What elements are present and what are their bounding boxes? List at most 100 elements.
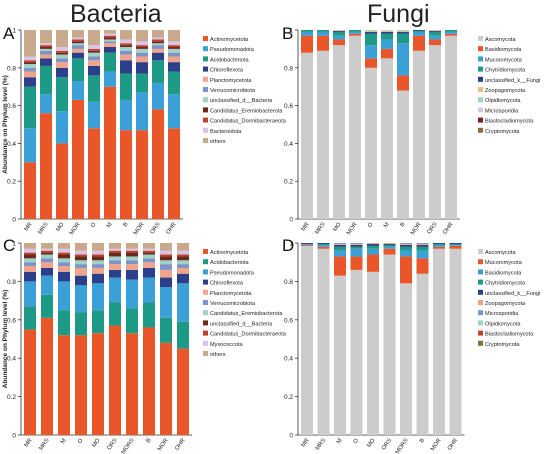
- panel-c-bar-segment: [92, 264, 104, 268]
- panel-c-bar-segment: [143, 250, 155, 253]
- panel-a-x-tick-label: M: [106, 222, 114, 230]
- panel-a-x-tick-label: ORS: [150, 222, 162, 236]
- panel-c-bar-segment: [92, 243, 104, 251]
- panel-c-bar-segment: [143, 327, 155, 435]
- panel-a-y-tick-label: 0.4: [7, 141, 16, 148]
- panel-a-legend-label: Pseudomonadota: [210, 47, 255, 53]
- panel-d-bar-segment: [301, 245, 313, 435]
- panel-a-bar-segment: [104, 33, 116, 36]
- panel-a-legend-label: Candidatus_Dormibacteraeota: [210, 119, 287, 125]
- panel-a-bar-segment: [168, 94, 180, 129]
- panel-a-bar-segment: [136, 45, 148, 48]
- panel-c-legend-swatch: [203, 279, 208, 285]
- panel-b-legend-label: Ascomycota: [485, 37, 516, 43]
- panel-d-legend-swatch: [478, 340, 483, 346]
- panel-c-bar-segment: [24, 281, 36, 307]
- panel-a-bar-segment: [72, 41, 84, 44]
- panel-a-bar-segment: [88, 45, 100, 49]
- panel-d-y-tick-label: 0.4: [284, 356, 293, 363]
- panel-a-bar-segment: [136, 62, 148, 74]
- panel-c-bar-segment: [143, 252, 155, 255]
- panel-d-legend-swatch: [478, 269, 483, 275]
- panel-b-bar-segment: [365, 33, 377, 46]
- panel-d-x-tick-label: ORS: [381, 438, 393, 452]
- panel-a-bar-segment: [88, 52, 100, 57]
- panel-a-bar-segment: [24, 67, 36, 72]
- panel-b-bar-segment: [397, 30, 409, 31]
- panel-b-legend-swatch: [478, 107, 483, 113]
- panel-d-legend-swatch: [478, 320, 483, 326]
- panel-c-bar-segment: [75, 275, 87, 286]
- panel-c-legend-label: Actinomycetota: [210, 250, 249, 256]
- panel-a-bar-segment: [120, 130, 132, 219]
- panel-a-bar-segment: [136, 41, 148, 46]
- panel-c-legend-swatch: [203, 289, 208, 295]
- panel-d-bar-segment: [350, 243, 363, 244]
- panel-c-y-tick-label: 0.8: [7, 279, 16, 286]
- panel-b-x-tick-label: MOR: [346, 222, 359, 237]
- panel-d-bar-segment: [317, 243, 330, 245]
- panel-b-bar-segment: [397, 33, 409, 44]
- panel-d-bar-segment: [334, 243, 346, 245]
- panel-c-bar-segment: [109, 264, 121, 270]
- panel-c-bar-segment: [109, 256, 121, 261]
- panel-c-legend-swatch: [203, 269, 208, 275]
- panel-c-bar-segment: [160, 243, 172, 251]
- panel-a-x-tick-label: MRS: [37, 222, 49, 236]
- panel-c-bar-segment: [126, 252, 138, 257]
- panel-d-legend-label: Mucoromycota: [485, 260, 523, 266]
- panel-d-bar-segment: [416, 243, 429, 245]
- panel-d-bar-segment: [317, 244, 330, 247]
- panel-b-bar-segment: [381, 30, 393, 31]
- panel-d-legend-label: Chytridiomycota: [485, 281, 526, 287]
- panel-c-bar-segment: [177, 243, 189, 251]
- panel-d-bar-segment: [383, 248, 396, 255]
- panel-a-bar-segment: [120, 43, 132, 46]
- panel-c-bar-segment: [109, 248, 121, 251]
- panel-c-bar-segment: [177, 260, 189, 265]
- panel-b-bar-segment: [397, 90, 409, 219]
- panel-c-bar-segment: [75, 264, 87, 268]
- panel-a-bar-segment: [72, 48, 84, 53]
- panel-c-y-tick-label: 0.6: [7, 317, 16, 324]
- panel-a-bar-segment: [120, 47, 132, 51]
- panel-c-bar-segment: [24, 306, 36, 330]
- panel-c-bar-segment: [24, 329, 36, 435]
- panel-d-bar-segment: [449, 244, 462, 246]
- panel-b-legend-swatch: [478, 87, 483, 92]
- panel-a-bar-segment: [104, 43, 116, 48]
- panel-a-bar-segment: [120, 54, 132, 61]
- panel-b-bar-segment: [429, 30, 441, 32]
- panel-a-bar-segment: [104, 86, 116, 219]
- panel-d-legend-swatch: [478, 300, 483, 305]
- panel-a-bar-segment: [24, 77, 36, 87]
- panel-a-legend-swatch: [203, 76, 208, 82]
- panel-a-y-tick-label: 0.8: [7, 65, 16, 72]
- panel-a-bar-segment: [24, 128, 36, 163]
- panel-a-bar-segment: [40, 50, 52, 55]
- panel-b-legend-swatch: [478, 46, 483, 52]
- panel-d-legend-swatch: [478, 259, 483, 265]
- panel-a-letter: A: [3, 24, 15, 43]
- panel-a-bar-segment: [152, 48, 164, 53]
- panel-b-legend-swatch: [478, 117, 483, 123]
- panel-b-bar-segment: [365, 31, 377, 34]
- panel-c-bar-segment: [143, 243, 155, 249]
- panel-a-bar-segment: [40, 45, 52, 48]
- panel-d-bar-segment: [367, 243, 379, 244]
- panel-a-legend-swatch: [203, 117, 208, 123]
- panel-c-bar-segment: [177, 348, 189, 435]
- panel-d-bar-segment: [400, 256, 412, 284]
- panel-a-bar-segment: [120, 99, 132, 131]
- panel-a-bar-segment: [168, 48, 180, 53]
- panel-a-bar-segment: [56, 67, 68, 78]
- panel-b-bar-segment: [429, 45, 441, 220]
- panel-c-legend-swatch: [203, 300, 208, 305]
- panel-a-legend-swatch: [203, 36, 208, 41]
- panel-c-bar-segment: [160, 287, 172, 318]
- panel-a-legend-swatch: [203, 97, 208, 103]
- panel-b-bar-segment: [397, 75, 409, 91]
- panel-d-bar-segment: [416, 243, 429, 244]
- panel-c-bar-segment: [58, 281, 70, 311]
- panel-d-legend-label: Blastocladiomycota: [485, 332, 534, 338]
